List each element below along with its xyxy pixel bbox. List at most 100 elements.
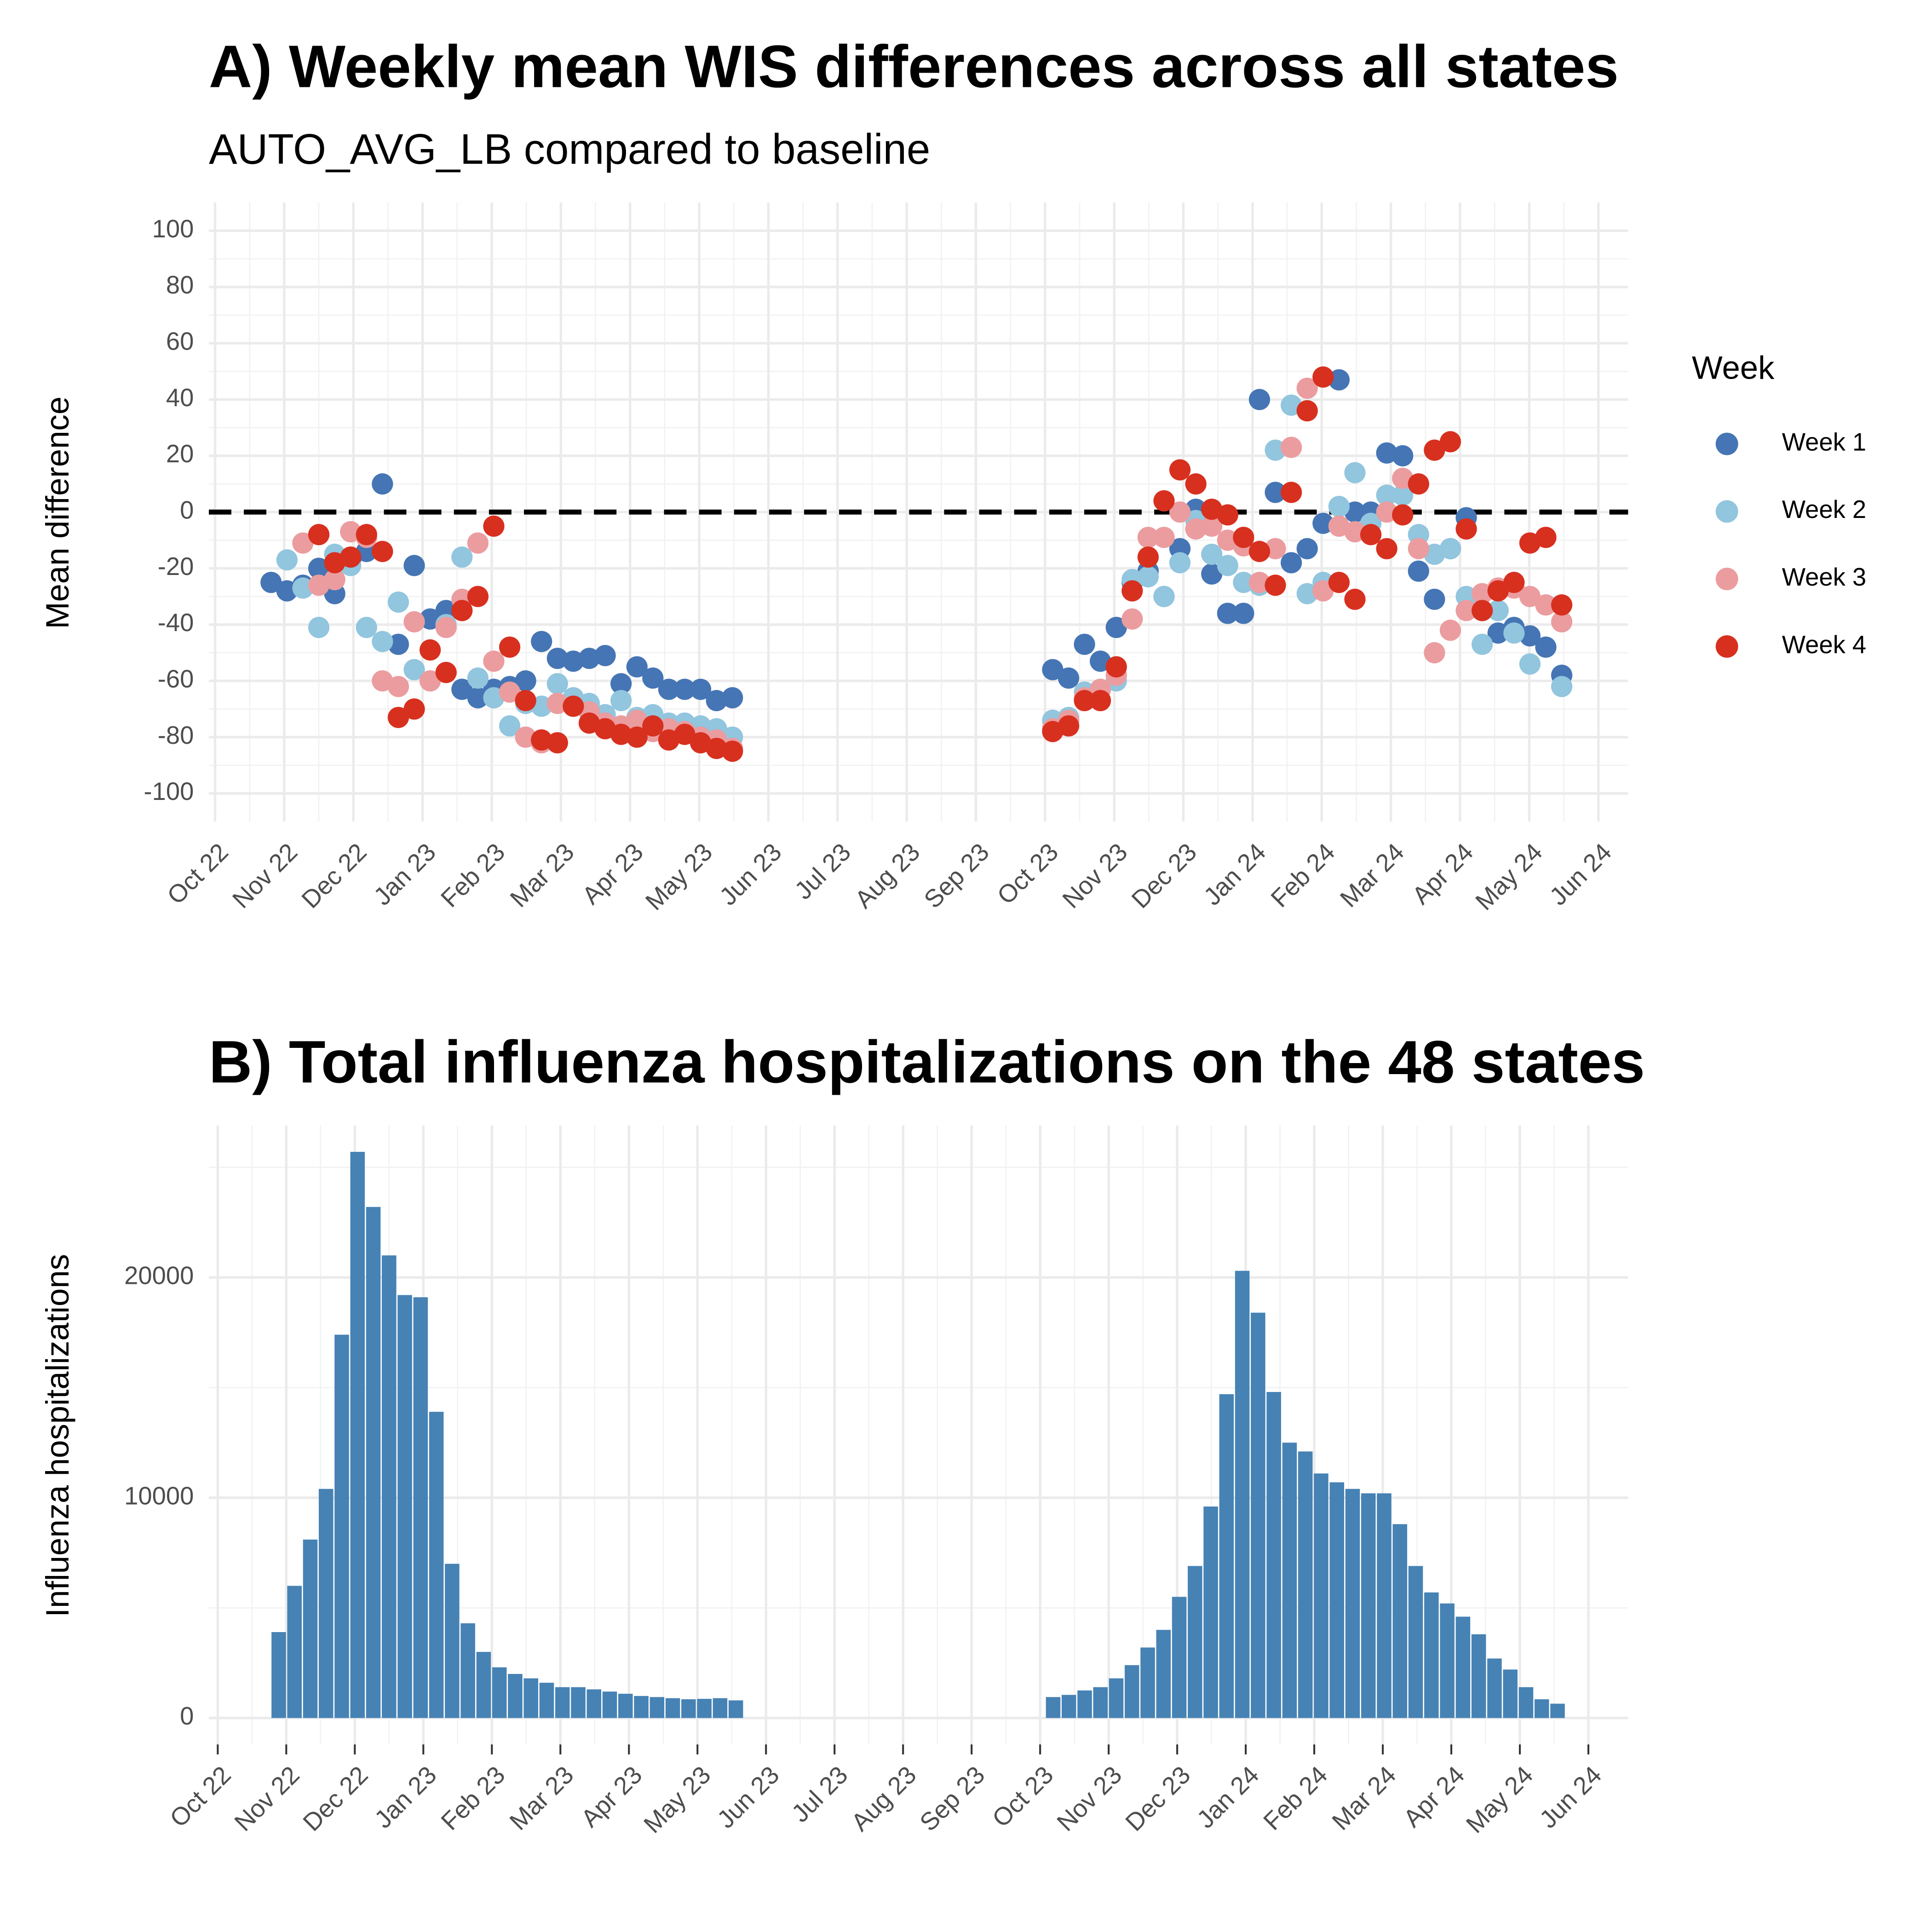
data-point (1455, 518, 1477, 540)
data-point (467, 532, 489, 554)
bar (650, 1697, 665, 1718)
data-point (1392, 484, 1414, 506)
data-point (1408, 560, 1429, 582)
bar (1125, 1665, 1139, 1718)
data-point (1185, 473, 1207, 495)
data-point (1344, 462, 1366, 483)
bar (508, 1673, 523, 1718)
y-tick-label: 60 (166, 328, 194, 356)
data-point (563, 696, 584, 717)
data-point (499, 636, 521, 658)
data-point (1376, 442, 1397, 464)
data-point (1535, 636, 1557, 658)
data-point (546, 693, 568, 714)
legend-marker (1715, 500, 1738, 523)
data-point (1121, 580, 1143, 602)
bar (413, 1297, 428, 1718)
data-point (1535, 527, 1557, 548)
bar (697, 1699, 712, 1718)
bar (728, 1700, 743, 1718)
data-point (1408, 538, 1429, 559)
data-point (1169, 501, 1191, 523)
data-point (340, 546, 362, 568)
bar (334, 1334, 349, 1718)
data-point (1312, 366, 1334, 388)
data-point (467, 687, 489, 708)
bar (1455, 1616, 1471, 1718)
data-point (372, 540, 393, 562)
data-point (403, 659, 425, 680)
data-point (308, 616, 330, 638)
data-point (1217, 603, 1238, 624)
data-point (1265, 575, 1286, 596)
bar (1314, 1473, 1328, 1718)
bar (523, 1678, 538, 1718)
bar (1518, 1687, 1534, 1718)
bar (287, 1586, 302, 1718)
data-point (722, 687, 743, 708)
data-point (1169, 552, 1191, 574)
data-point (1312, 512, 1334, 534)
data-point (1217, 504, 1238, 526)
y-tick-label: -20 (158, 552, 194, 581)
data-point (515, 670, 536, 692)
bar (350, 1152, 365, 1718)
y-tick-label: 100 (152, 215, 194, 243)
data-point (1090, 690, 1111, 712)
data-point (1551, 594, 1573, 616)
y-tick-label: -40 (158, 609, 194, 637)
bar (1235, 1271, 1250, 1718)
data-point (1137, 546, 1159, 568)
data-point (1248, 572, 1271, 593)
data-point (1153, 586, 1175, 607)
data-point (1121, 608, 1143, 630)
data-point (1551, 676, 1573, 697)
data-point (642, 715, 664, 737)
y-tick-label: 80 (166, 271, 194, 299)
data-point (1487, 580, 1509, 602)
bar (1172, 1597, 1187, 1718)
chart-subtitle: AUTO_AVG_LB compared to baseline (209, 125, 930, 173)
y-axis-label: Influenza hospitalizations (39, 1254, 75, 1617)
bar (586, 1689, 602, 1718)
data-point (1265, 538, 1286, 559)
bar (1471, 1634, 1486, 1718)
data-point (1328, 572, 1350, 593)
bar (681, 1699, 696, 1718)
legend-marker (1715, 635, 1738, 658)
data-point (563, 650, 584, 672)
data-point (435, 616, 457, 638)
y-tick-label: -100 (144, 777, 194, 805)
data-point (1519, 653, 1541, 675)
data-point (1439, 619, 1461, 641)
data-point (1519, 586, 1541, 607)
bar (382, 1255, 397, 1718)
legend-label: Week 2 (1782, 495, 1866, 523)
data-point (1281, 437, 1302, 458)
data-point (403, 698, 425, 720)
data-point (483, 515, 505, 537)
data-point (276, 549, 298, 571)
bar (303, 1539, 318, 1718)
data-point (420, 670, 441, 692)
data-point (1169, 459, 1191, 481)
data-point (1233, 603, 1254, 624)
bar (1109, 1678, 1124, 1718)
bar (1424, 1592, 1439, 1718)
data-point (1439, 538, 1461, 559)
chart-title: A) Weekly mean WIS differences across al… (209, 33, 1619, 100)
data-point (356, 524, 377, 546)
data-point (1392, 445, 1414, 466)
data-point (467, 586, 489, 607)
data-point (578, 648, 600, 669)
data-point (403, 611, 425, 632)
data-point (1281, 482, 1302, 503)
bar (1266, 1392, 1281, 1718)
data-point (1296, 377, 1318, 399)
data-point (674, 724, 696, 745)
bar (1140, 1647, 1155, 1718)
data-point (451, 546, 473, 568)
data-point (387, 633, 409, 655)
bar (476, 1652, 491, 1718)
data-point (435, 661, 457, 683)
